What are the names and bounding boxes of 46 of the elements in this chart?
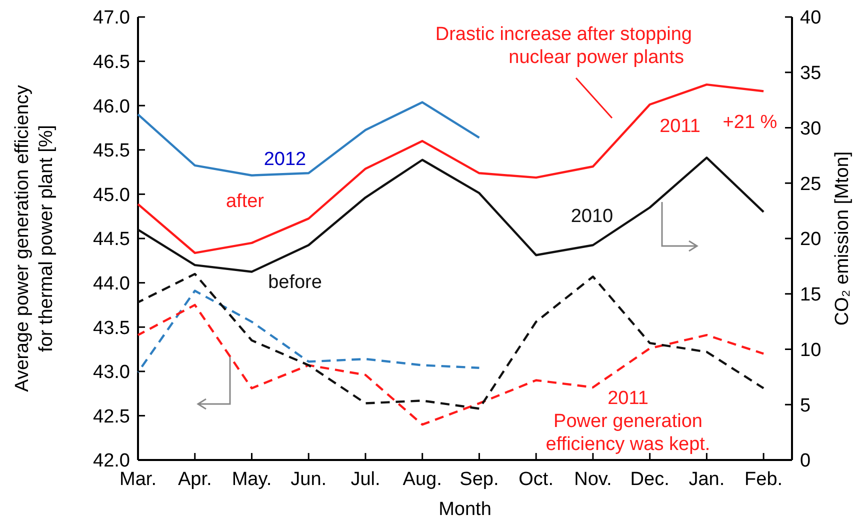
y-tick-label: 44.5 — [93, 229, 130, 250]
x-axis-title: Month — [438, 499, 492, 520]
y2-tick-label: 15 — [800, 284, 822, 306]
y2-tick-label: 35 — [800, 63, 822, 84]
annotation: 2010 — [570, 206, 614, 227]
y2-axis-title: CO₂ emission [Mton] — [832, 151, 853, 326]
x-tick-label: Jan. — [688, 469, 725, 490]
y-tick-label: 47.0 — [93, 8, 130, 29]
x-tick-label: Apr. — [178, 469, 212, 490]
y2-tick-label: 0 — [800, 450, 811, 472]
x-tick-label: Dec. — [630, 469, 670, 490]
x-tick-label: Nov. — [574, 469, 612, 490]
annotation: before — [268, 272, 322, 293]
x-tick-label: Jul. — [350, 469, 380, 490]
y-tick-label: 42.0 — [93, 450, 130, 472]
y-tick-label: 45.5 — [93, 140, 130, 162]
x-tick-label: Sep. — [460, 469, 499, 490]
annotation: 2011 Power generation efficiency was kept. — [546, 388, 710, 455]
annotation: after — [226, 191, 265, 212]
annotation: +21 % — [722, 112, 778, 133]
y-tick-label: 44.0 — [93, 273, 130, 294]
x-tick-label: Aug. — [402, 469, 442, 490]
x-tick-label: Jun. — [290, 469, 327, 490]
y-tick-label: 45.0 — [93, 184, 130, 206]
y-tick-label: 46.0 — [93, 96, 130, 118]
line-series — [136, 272, 765, 410]
y2-tick-label: 40 — [800, 8, 822, 29]
annotation: 2011 — [660, 116, 700, 137]
y2-tick-label: 5 — [800, 395, 811, 416]
y2-tick-label: 30 — [800, 118, 822, 140]
annotation: 2012 — [264, 149, 306, 170]
y2-tick-label: 20 — [800, 229, 822, 250]
x-tick-label: May. — [232, 469, 272, 490]
y-tick-label: 46.5 — [93, 52, 130, 73]
y-tick-label: 43.5 — [93, 318, 130, 339]
y-tick-label: 43.0 — [93, 362, 130, 384]
y-axis-title: Average power generation efficiency for thermal power plant [%] — [12, 84, 57, 392]
line-series — [136, 290, 480, 374]
x-tick-label: Oct. — [518, 469, 554, 490]
annotation: Drastic increase after stopping nuclear power plants — [435, 24, 692, 68]
y2-tick-label: 25 — [800, 174, 822, 195]
y-tick-label: 42.5 — [93, 406, 130, 428]
y2-tick-label: 10 — [800, 340, 822, 361]
x-tick-label: Feb. — [744, 469, 783, 490]
line-series — [136, 101, 480, 176]
x-tick-label: Mar. — [120, 469, 156, 490]
